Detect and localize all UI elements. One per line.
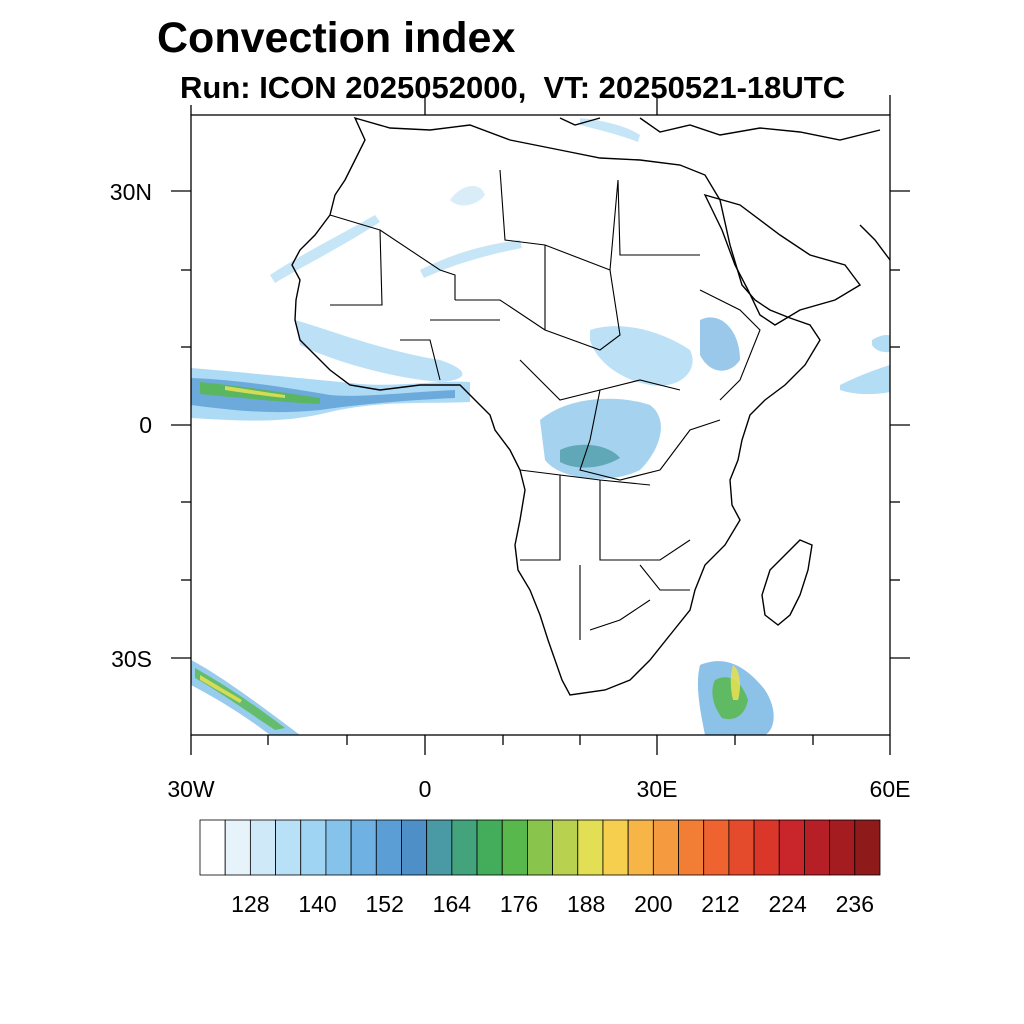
nw-streak-2 (420, 240, 522, 278)
colorbar-box (451, 819, 478, 876)
colorbar-box (501, 819, 528, 876)
coastlines (291, 116, 890, 696)
sw-atlantic-peak (200, 675, 242, 703)
axis-ticks (171, 95, 910, 755)
colorbar-tick-label: 212 (701, 891, 739, 917)
africa-coastline (291, 116, 821, 696)
colorbar-box (854, 819, 881, 876)
colorbar-box (325, 819, 352, 876)
colorbar-box (426, 819, 453, 876)
colorbar-box (476, 819, 503, 876)
lat-label-30n: 30N (110, 179, 152, 205)
chart-subtitle: Run: ICON 2025052000, VT: 20250521-18UTC (180, 70, 846, 105)
itcz-band-mid (191, 378, 455, 413)
colorbar-box (753, 819, 780, 876)
colorbar-box (401, 819, 428, 876)
sw-atlantic-band (191, 660, 300, 735)
colorbar-box (527, 819, 553, 876)
sahel-cell (590, 326, 693, 386)
colorbar-box (350, 819, 377, 876)
colorbar-box (552, 819, 579, 876)
convection-field (191, 118, 890, 735)
colorbar-labels: 128 140 152 164 176 188 200 212 224 236 (231, 891, 874, 917)
country-borders (329, 169, 761, 640)
colorbar-box (224, 819, 251, 876)
colorbar-box (275, 819, 302, 876)
colorbar-box (627, 819, 654, 876)
colorbar-box (728, 819, 755, 876)
colorbar-box (804, 819, 831, 876)
med-cell (580, 118, 640, 142)
east-edge-cell-2 (872, 335, 890, 353)
lon-label-0: 0 (419, 776, 432, 802)
itcz-band-peak (225, 386, 285, 398)
colorbar-tick-label: 164 (433, 891, 472, 917)
colorbar-box (778, 819, 805, 876)
chart-title: Convection index (157, 14, 516, 62)
madagascar-coastline (761, 539, 813, 626)
colorbar-box (300, 819, 327, 876)
colorbar-tick-label: 176 (500, 891, 538, 917)
colorbar-box (703, 819, 730, 876)
se-cell-peak (730, 665, 741, 700)
colorbar-tick-label: 224 (768, 891, 807, 917)
colorbar-tick-label: 236 (836, 891, 874, 917)
caspian-gulf-coast (859, 224, 890, 261)
arabia-coastline (703, 193, 862, 326)
colorbar-tick-label: 128 (231, 891, 269, 917)
east-edge-cell (840, 365, 890, 395)
lat-label-30s: 30S (111, 646, 152, 672)
europe-coastline (559, 117, 881, 141)
colorbar-tick-label: 140 (298, 891, 336, 917)
sahara-patch (450, 185, 485, 206)
colorbar-box (249, 819, 276, 876)
border-lines (329, 169, 761, 640)
colorbar-box (602, 819, 629, 876)
colorbar-box (829, 819, 856, 876)
colorbar-box (577, 819, 604, 876)
colorbar-tick-label: 152 (366, 891, 404, 917)
central-africa-core (560, 444, 620, 468)
lon-label-30e: 30E (637, 776, 678, 802)
colorbar-tick-label: 188 (567, 891, 605, 917)
colorbar-box (652, 819, 679, 876)
ethiopia-cell (700, 317, 740, 371)
central-africa-cell (540, 398, 661, 479)
lon-label-30w: 30W (167, 776, 215, 802)
colorbar-box (199, 819, 226, 876)
plot-frame (190, 114, 891, 736)
colorbar-box (678, 819, 705, 876)
west-africa-cell (295, 320, 463, 382)
colorbar-box (375, 819, 402, 876)
lat-label-0: 0 (139, 412, 152, 438)
colorbar-tick-label: 200 (634, 891, 672, 917)
colorbar (199, 819, 881, 876)
lon-label-60e: 60E (870, 776, 911, 802)
nw-streak-1 (270, 215, 380, 283)
